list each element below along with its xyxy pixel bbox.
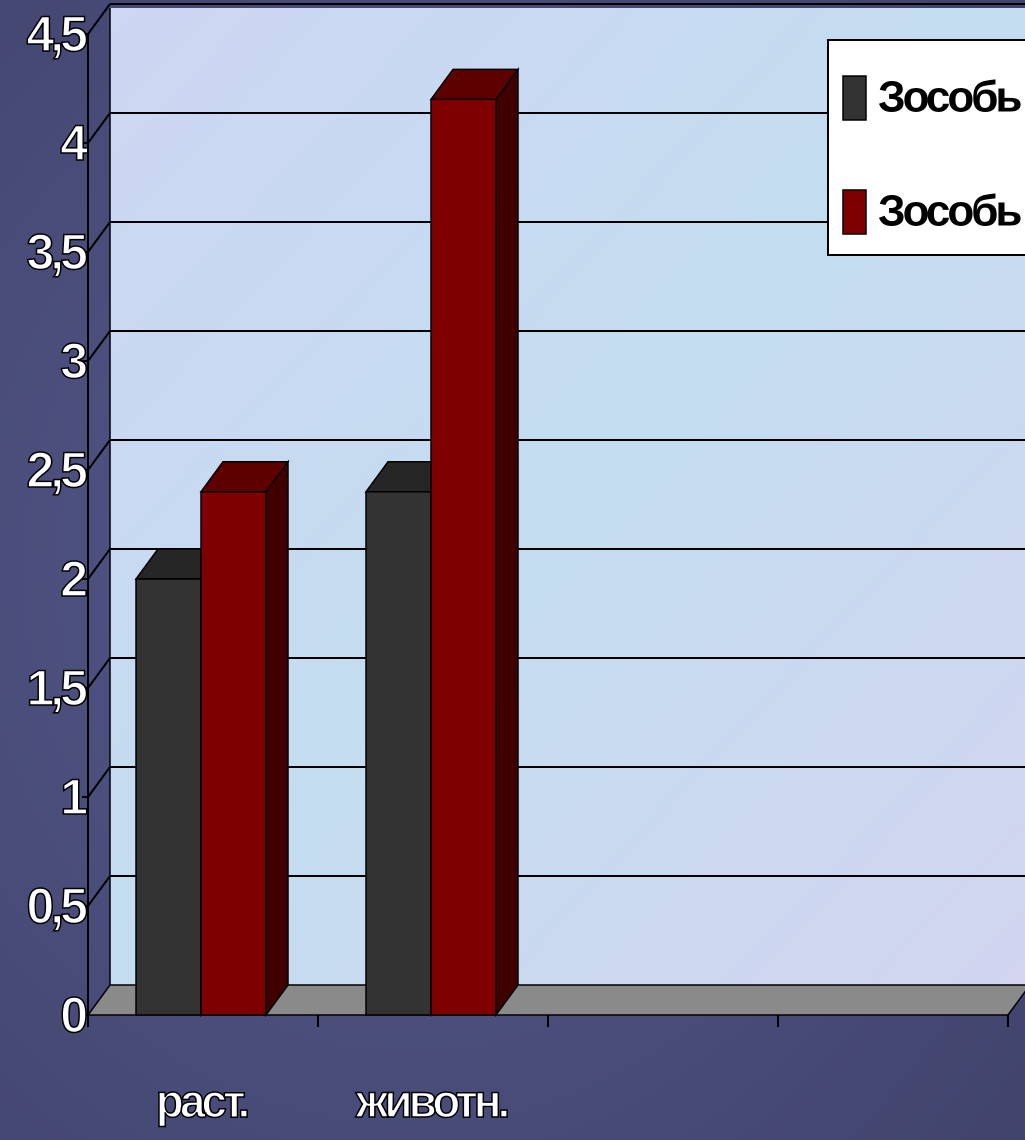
y-tick-label: 0 [60, 987, 86, 1043]
bar [135, 578, 202, 1016]
legend-label: Зособь [878, 73, 1021, 122]
y-tick-label: 2 [60, 551, 86, 607]
legend-swatch [842, 75, 867, 121]
bar-side [495, 67, 519, 1018]
bar-side [265, 459, 289, 1018]
grid-line-side [87, 439, 111, 471]
y-tick-label: 4 [60, 115, 88, 171]
grid-line-side [87, 3, 111, 35]
y-tick-label: 2,5 [26, 442, 87, 498]
y-tick-label: 4,5 [26, 6, 87, 62]
grid-line-side [87, 657, 111, 689]
y-tick-label: 3,5 [26, 224, 87, 280]
bar [200, 491, 267, 1016]
y-tick-label: 1,5 [26, 660, 87, 716]
x-tick-label: животн. [355, 1075, 508, 1127]
legend-swatch [842, 189, 867, 235]
bar [430, 98, 497, 1016]
grid-line-side [87, 766, 111, 798]
floor [86, 984, 1025, 1016]
grid-line-side [87, 221, 111, 253]
grid-line-side [87, 548, 111, 580]
grid-line-side [87, 330, 111, 362]
grid-line-side [87, 875, 111, 907]
bar [365, 491, 432, 1016]
x-tick-label: раст. [156, 1075, 248, 1127]
y-tick-label: 0,5 [26, 878, 87, 934]
legend-label: Зособь [878, 187, 1021, 236]
grid-line-side [87, 112, 111, 144]
y-tick-label: 1 [60, 769, 87, 825]
y-tick-label: 3 [60, 333, 86, 389]
